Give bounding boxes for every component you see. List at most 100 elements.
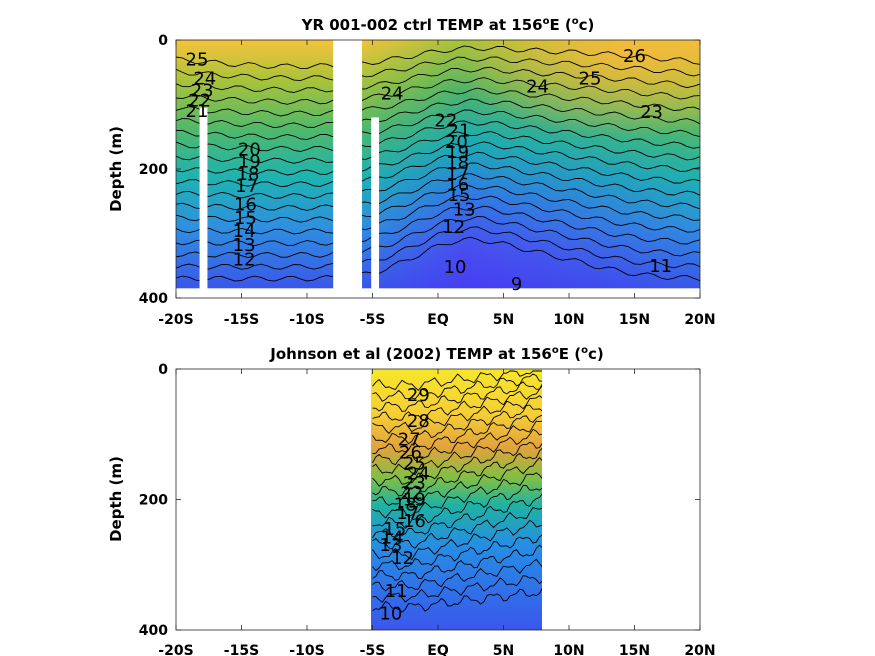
contour-label: 9 [511, 274, 522, 295]
isotherm-line [176, 183, 700, 223]
panel2-xtick-label: 10N [553, 643, 584, 656]
contour-label: 22 [188, 91, 211, 112]
isotherm-line [176, 87, 700, 117]
isotherm-line [372, 370, 542, 392]
no-data-gap [371, 117, 380, 298]
isotherm-line [372, 558, 542, 592]
contour-label: 29 [407, 385, 430, 406]
contour-label: 14 [233, 221, 256, 242]
contour-label: 10 [444, 257, 467, 278]
isotherm-line [176, 120, 700, 152]
isotherm-line [372, 447, 542, 497]
panel2-title: Johnson et al (2002) TEMP at 156oE (oc) [269, 345, 603, 363]
isotherm-line [176, 45, 700, 70]
contour-label: 15 [383, 519, 406, 540]
no-data-gap [199, 107, 208, 298]
contour-label: 20 [238, 140, 261, 161]
panel1-xtick-label: 10N [553, 312, 584, 328]
isotherm-line [176, 216, 700, 258]
contour-label: 23 [403, 473, 426, 494]
isotherm-line [372, 381, 542, 412]
panel1-ylabel: Depth (m) [107, 126, 125, 212]
contour-label: 14 [381, 527, 404, 548]
panel1-xtick-label: -20S [158, 312, 193, 328]
panel-observed-temperature: Johnson et al (2002) TEMP at 156oE (oc) … [107, 345, 716, 656]
isotherm-line [176, 98, 700, 129]
contour-label: 18 [237, 164, 260, 185]
panel-model-temperature: YR 001-002 ctrl TEMP at 156oE (oc) 26252… [107, 16, 716, 328]
contour-label: 13 [453, 200, 476, 221]
panel1-field [176, 40, 700, 298]
contour-label: 12 [442, 217, 465, 238]
contour-label: 17 [235, 176, 258, 197]
panel1-y-axis: 0 200 400 [139, 33, 700, 307]
panel1-xtick-label: -10S [289, 312, 324, 328]
contour-label: 11 [385, 581, 408, 602]
panel2-xtick-label: -15S [224, 643, 259, 656]
contour-label: 22 [400, 483, 423, 504]
isotherm-line [176, 151, 700, 188]
panel2-xtick-label: EQ [427, 643, 449, 656]
panel1-xtick-label: 5N [493, 312, 514, 328]
isotherm-line [372, 493, 542, 538]
isotherm-line [372, 441, 542, 487]
contour-label: 10 [379, 604, 402, 625]
panel2-xtick-label: -10S [289, 643, 324, 656]
panel2-xtick-label: 5N [493, 643, 514, 656]
isotherm-line [372, 457, 542, 507]
contour-label: 15 [234, 208, 257, 229]
contour-label: 28 [407, 411, 430, 432]
contour-label: 13 [379, 535, 402, 556]
panel1-xtick-label: 15N [619, 312, 650, 328]
panel1-xtick-label: -5S [360, 312, 386, 328]
panel1-xtick-label: -15S [224, 312, 259, 328]
isotherm-line [372, 544, 542, 581]
contour-label: 22 [434, 111, 457, 132]
isotherm-line [372, 587, 542, 613]
contour-label: 15 [448, 185, 471, 206]
panel2-ytick-label: 0 [158, 362, 168, 378]
isotherm-line [176, 141, 700, 176]
contour-label: 23 [640, 102, 663, 123]
panel2-contour-lines [372, 370, 542, 613]
panel1-xtick-label: 20N [684, 312, 715, 328]
panel2-xtick-label: 20N [684, 643, 715, 656]
panel2-x-axis: -20S -15S -10S -5S EQ 5N 10N 15N 20N [158, 369, 716, 656]
panel1-ytick-label: 0 [158, 33, 168, 49]
contour-label: 25 [186, 49, 209, 70]
contour-label: 24 [381, 84, 404, 105]
isotherm-line [372, 404, 542, 445]
isotherm-line [372, 485, 542, 529]
panel2-ytick-label: 200 [139, 493, 168, 509]
panel2-xtick-label: 15N [619, 643, 650, 656]
contour-label: 19 [238, 151, 261, 172]
contour-label: 16 [403, 511, 426, 532]
isotherm-line [372, 534, 542, 572]
panel2-ylabel: Depth (m) [107, 456, 125, 542]
isotherm-line [176, 205, 700, 247]
panel1-ytick-label: 400 [139, 291, 168, 307]
panel1-contour-labels: 2625242324252423222120191817161514131222… [186, 46, 673, 295]
contour-label: 21 [448, 120, 471, 141]
no-data-gap [333, 40, 363, 298]
isotherm-line [372, 506, 542, 550]
contour-label: 19 [403, 490, 426, 511]
isotherm-line [372, 472, 542, 519]
isotherm-line [372, 420, 542, 466]
contour-label: 12 [233, 249, 256, 270]
isotherm-line [176, 236, 700, 282]
contour-label: 24 [407, 463, 430, 484]
isotherm-line [176, 77, 700, 105]
isotherm-line [176, 162, 700, 199]
isotherm-line [176, 173, 700, 211]
contour-label: 26 [399, 443, 422, 464]
contour-label: 27 [398, 429, 421, 450]
panel2-field [371, 369, 542, 630]
isotherm-line [372, 395, 542, 435]
panel2-ytick-label: 400 [139, 623, 168, 639]
isotherm-line [176, 195, 700, 235]
panel2-xtick-label: -20S [158, 643, 193, 656]
panel2-xtick-label: -5S [360, 643, 386, 656]
